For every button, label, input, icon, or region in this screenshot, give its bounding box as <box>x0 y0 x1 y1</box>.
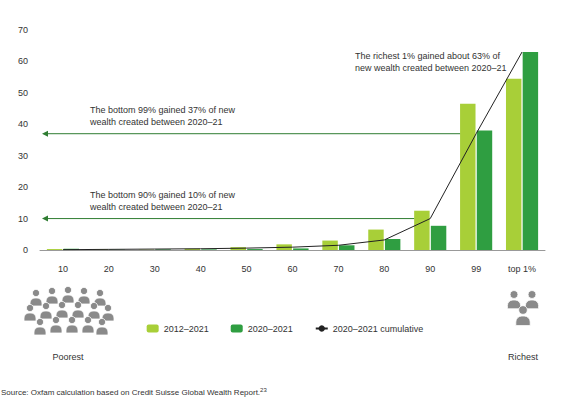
svg-text:40: 40 <box>196 264 206 274</box>
svg-text:60: 60 <box>287 264 297 274</box>
svg-text:wealth created between 2020–21: wealth created between 2020–21 <box>89 202 223 212</box>
svg-text:20: 20 <box>18 182 28 192</box>
svg-text:top 1%: top 1% <box>508 264 536 274</box>
svg-text:Source: Oxfam calculation base: Source: Oxfam calculation based on Credi… <box>1 388 260 397</box>
svg-text:70: 70 <box>18 25 28 35</box>
svg-text:0: 0 <box>23 245 28 255</box>
svg-text:23: 23 <box>260 387 267 393</box>
svg-text:99: 99 <box>471 264 481 274</box>
svg-text:70: 70 <box>333 264 343 274</box>
svg-text:80: 80 <box>379 264 389 274</box>
svg-text:Poorest: Poorest <box>52 352 84 362</box>
svg-text:50: 50 <box>18 88 28 98</box>
svg-text:The bottom 99% gained 37% of n: The bottom 99% gained 37% of new <box>90 105 236 115</box>
svg-text:new wealth created between 202: new wealth created between 2020–21 <box>355 63 507 73</box>
svg-text:10: 10 <box>58 264 68 274</box>
svg-text:2012–2021: 2012–2021 <box>164 324 209 334</box>
svg-text:wealth created between 2020–21: wealth created between 2020–21 <box>89 117 223 127</box>
svg-text:2020–2021 cumulative: 2020–2021 cumulative <box>333 324 424 334</box>
svg-text:20: 20 <box>104 264 114 274</box>
svg-text:60: 60 <box>18 56 28 66</box>
svg-text:30: 30 <box>18 151 28 161</box>
svg-text:2020–2021: 2020–2021 <box>248 324 293 334</box>
svg-text:10: 10 <box>18 214 28 224</box>
svg-text:30: 30 <box>150 264 160 274</box>
svg-text:The bottom 90% gained 10% of n: The bottom 90% gained 10% of new <box>90 190 236 200</box>
svg-text:The richest 1% gained about 63: The richest 1% gained about 63% of <box>355 51 501 61</box>
svg-text:90: 90 <box>425 264 435 274</box>
svg-text:50: 50 <box>242 264 252 274</box>
svg-text:Richest: Richest <box>508 352 539 362</box>
svg-text:40: 40 <box>18 119 28 129</box>
